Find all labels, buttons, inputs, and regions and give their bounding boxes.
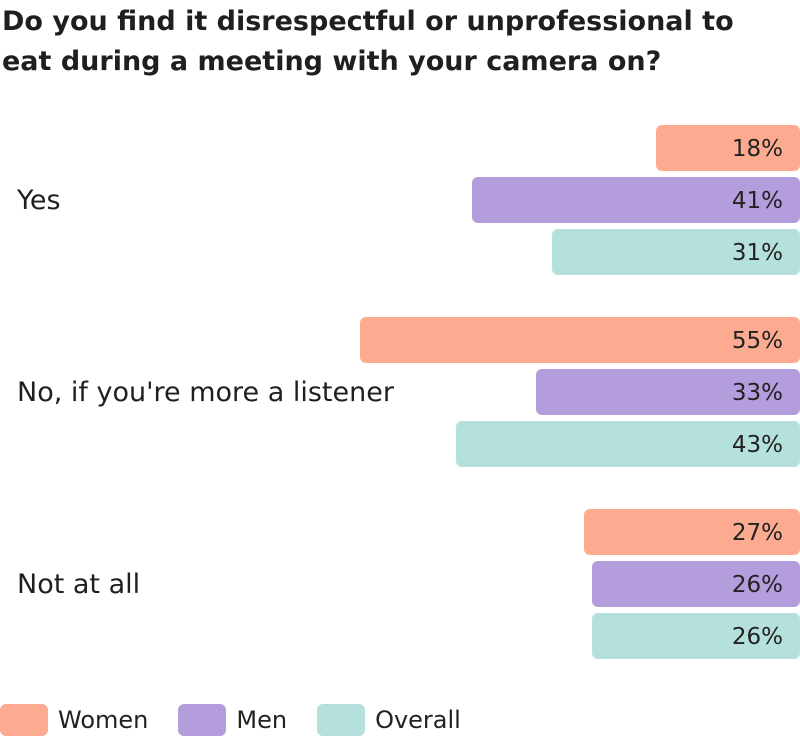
legend-label-men: Men bbox=[236, 706, 288, 734]
bar-label-overall-2: 26% bbox=[732, 624, 783, 650]
legend-swatch-overall bbox=[317, 704, 366, 736]
bar-women-1 bbox=[360, 317, 800, 363]
bar-women-0 bbox=[656, 125, 800, 171]
bar-overall-0 bbox=[552, 229, 800, 275]
bar-label-men-2: 26% bbox=[732, 572, 783, 598]
bar-women-2 bbox=[584, 509, 800, 555]
legend-swatch-men bbox=[178, 704, 227, 736]
category-label-2: Not at all bbox=[17, 569, 140, 600]
bar-men-1 bbox=[536, 369, 800, 415]
bar-label-overall-1: 43% bbox=[732, 432, 783, 458]
legend-item-women: Women bbox=[0, 704, 148, 736]
legend-label-women: Women bbox=[58, 706, 149, 734]
bar-label-women-0: 18% bbox=[732, 136, 783, 162]
category-label-1: No, if you're more a listener bbox=[17, 377, 395, 408]
bar-overall-2 bbox=[592, 613, 800, 659]
chart-title: Do you find it disrespectful or unprofes… bbox=[2, 6, 734, 77]
bar-men-0 bbox=[472, 177, 800, 223]
legend-item-men: Men bbox=[178, 704, 287, 736]
bar-label-women-2: 27% bbox=[732, 520, 783, 546]
legend-item-overall: Overall bbox=[317, 704, 461, 736]
bar-label-men-0: 41% bbox=[732, 188, 783, 214]
legend: Women Men Overall bbox=[0, 702, 491, 738]
bar-label-women-1: 55% bbox=[732, 328, 783, 354]
legend-swatch-women bbox=[0, 704, 48, 736]
bar-label-men-1: 33% bbox=[732, 380, 783, 406]
bar-men-2 bbox=[592, 561, 800, 607]
bar-chart: 18% 41% 31% Yes 55% 33% 43% No, if you're more … bbox=[16, 125, 800, 659]
category-label-0: Yes bbox=[16, 185, 61, 216]
bar-label-overall-0: 31% bbox=[732, 240, 783, 266]
legend-label-overall: Overall bbox=[375, 706, 461, 734]
bar-overall-1 bbox=[456, 421, 800, 467]
